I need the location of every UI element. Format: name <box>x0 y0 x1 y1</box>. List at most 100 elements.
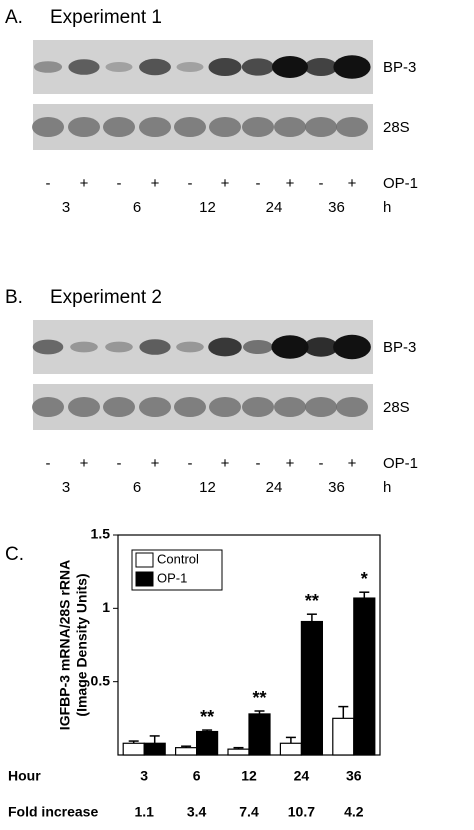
bar <box>300 620 323 756</box>
x-tick-label: 6 <box>193 768 201 784</box>
blot-band <box>176 62 204 72</box>
blot-band <box>209 397 241 417</box>
treatment-sign: - <box>46 455 51 472</box>
blot-band <box>274 117 306 137</box>
hour-label: 12 <box>199 479 216 496</box>
treatment-sign: + <box>286 455 295 472</box>
y-tick-label: 0.5 <box>91 672 111 688</box>
blot-band <box>32 117 64 137</box>
error-bar <box>149 735 160 744</box>
treatment-sign: - <box>256 175 261 192</box>
blot-band <box>243 340 273 354</box>
significance: ** <box>200 707 214 727</box>
significance: * <box>361 569 368 589</box>
error-bar <box>285 736 296 744</box>
treatment-label: OP-1 <box>383 175 418 192</box>
bar <box>143 742 166 756</box>
blot-band <box>32 397 64 417</box>
blot-band <box>208 337 242 357</box>
blot-band <box>209 117 241 137</box>
blot-band <box>241 58 275 76</box>
y-axis-label: (Image Density Units) <box>74 573 90 716</box>
hour-label: 12 <box>199 199 216 216</box>
panel-title: Experiment 1 <box>50 7 162 28</box>
panel-letter: B. <box>5 287 23 308</box>
treatment-sign: - <box>256 455 261 472</box>
panel-letter: C. <box>5 544 24 565</box>
blot-band <box>32 339 64 355</box>
blot-band <box>105 62 133 72</box>
fold-label: Fold increase <box>8 804 98 820</box>
x-axis-label: Hour <box>8 768 41 784</box>
blot-band <box>70 341 98 353</box>
blot-band <box>208 58 242 76</box>
band-label: 28S <box>383 399 410 416</box>
significance: ** <box>305 591 319 611</box>
blot-band <box>271 335 309 359</box>
treatment-sign: + <box>151 175 160 192</box>
legend-swatch <box>135 571 154 587</box>
blot-band <box>174 397 206 417</box>
blot-band <box>304 58 338 76</box>
bar <box>175 747 198 756</box>
bar <box>196 730 219 756</box>
treatment-sign: + <box>286 175 295 192</box>
legend-label: Control <box>157 551 199 566</box>
x-tick-label: 24 <box>294 768 310 784</box>
fold-increase: 1.1 <box>134 804 154 820</box>
error-bar <box>359 591 370 599</box>
x-tick-label: 3 <box>140 768 148 784</box>
significance: ** <box>252 688 266 708</box>
treatment-sign: + <box>348 455 357 472</box>
fold-increase: 10.7 <box>288 804 315 820</box>
hour-label: 3 <box>62 199 70 216</box>
blot-band <box>103 397 135 417</box>
blot-band <box>103 117 135 137</box>
blot-band <box>336 397 368 417</box>
treatment-sign: - <box>319 455 324 472</box>
error-bar <box>338 705 349 719</box>
blot-band <box>333 334 371 360</box>
blot-band <box>303 337 339 357</box>
blot-band <box>305 397 337 417</box>
fold-increase: 7.4 <box>239 804 259 820</box>
blot-band <box>33 61 63 73</box>
blot-band <box>139 117 171 137</box>
treatment-sign: + <box>80 455 89 472</box>
bar <box>122 742 145 756</box>
band-label: 28S <box>383 119 410 136</box>
bar <box>227 748 250 756</box>
y-tick-label: 1 <box>102 599 110 615</box>
treatment-sign: + <box>151 455 160 472</box>
x-tick-label: 12 <box>241 768 257 784</box>
hour-label: 36 <box>328 479 345 496</box>
treatment-sign: - <box>188 175 193 192</box>
blot-band <box>68 397 100 417</box>
error-bar <box>233 746 244 750</box>
error-bar <box>306 613 317 622</box>
blot-band <box>139 397 171 417</box>
bar <box>248 713 271 756</box>
blot-band <box>105 341 133 353</box>
blot-band <box>68 117 100 137</box>
error-bar <box>254 710 265 714</box>
blot-band <box>242 397 274 417</box>
treatment-sign: - <box>117 175 122 192</box>
blot-band <box>274 397 306 417</box>
treatment-sign: - <box>46 175 51 192</box>
blot-band <box>305 117 337 137</box>
y-tick-label: 1.5 <box>91 526 111 542</box>
panel-title: Experiment 2 <box>50 287 162 308</box>
fold-increase: 3.4 <box>187 804 207 820</box>
hour-unit: h <box>383 479 391 496</box>
hour-label: 3 <box>62 479 70 496</box>
blot-band <box>174 117 206 137</box>
band-label: BP-3 <box>383 339 416 356</box>
hour-label: 36 <box>328 199 345 216</box>
hour-label: 24 <box>266 199 283 216</box>
blot-band <box>333 55 371 79</box>
blot-band <box>139 58 171 76</box>
treatment-sign: - <box>319 175 324 192</box>
treatment-sign: + <box>80 175 89 192</box>
